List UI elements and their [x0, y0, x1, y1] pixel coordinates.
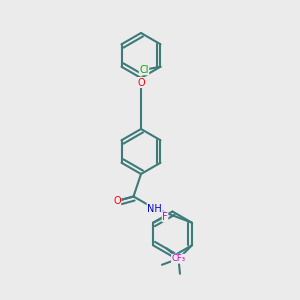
Text: Cl: Cl	[139, 65, 149, 75]
Text: O: O	[137, 77, 145, 88]
Text: F: F	[162, 212, 168, 222]
Text: O: O	[113, 196, 121, 206]
Text: CF₃: CF₃	[172, 254, 185, 263]
Text: NH: NH	[147, 203, 162, 214]
